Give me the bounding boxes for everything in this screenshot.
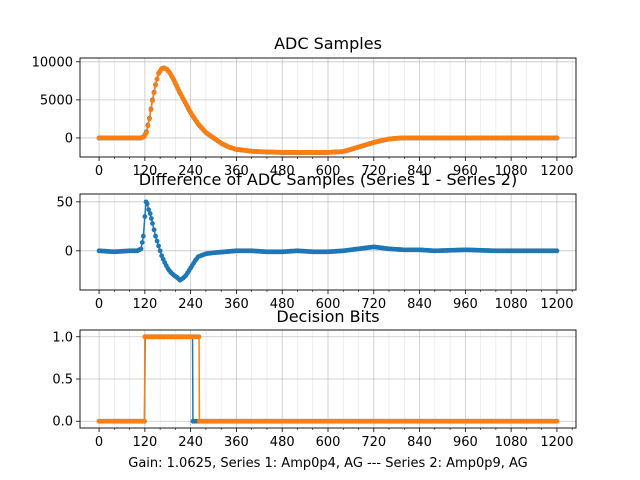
adc-samples-series2-point [554,135,560,141]
decision-bits-y-tick-label: 0.5 [52,373,73,388]
difference-y-tick-label: 0 [65,244,73,259]
adc-samples-series2-point [147,116,152,122]
decision-bits-x-tick-label: 600 [316,435,341,450]
decision-bits-x-tick-label: 120 [132,435,157,450]
decision-bits-panel: 0 120 240 360 480 600 720 840 960 1080 1200 0.0 0.5 1… [52,307,577,450]
adc-samples-y-tick-label: 5000 [40,93,73,108]
difference-series1-point [157,248,163,254]
difference-series1-point [154,238,160,244]
difference-series1-point [148,216,154,221]
difference-series1-point [150,220,155,226]
difference-series1-point [142,214,148,219]
decision-bits-plot-area [96,334,560,424]
adc-samples-x-tick-label: 120 [132,164,157,179]
adc-samples-x-tick-label: 360 [224,164,249,179]
difference-series1-point [156,243,162,249]
decision-bits-x-tick-label: 480 [270,435,295,450]
adc-samples-series2-point [148,107,154,113]
decision-bits-x-tick-label: 960 [453,435,478,450]
decision-bits-y-tick-label: 0.0 [52,415,73,430]
adc-samples-x-tick-label: 840 [407,164,432,179]
difference-x-tick-label: 360 [224,297,249,312]
adc-samples-x-tick-label: 0 [95,164,103,179]
decision-bits-y-tick-label: 1.0 [52,330,73,345]
decision-bits-x-tick-label: 840 [407,435,432,450]
decision-bits-title: Decision Bits [276,307,379,326]
adc-samples-series2-point [150,98,155,104]
adc-samples-x-tick-label: 960 [453,164,478,179]
adc-samples-panel: 0 120 240 360 480 600 720 840 960 1080 1200 0 5000 10… [32,34,577,179]
figure-xlabel: Gain: 1.0625, Series 1: Amp0p4, AG --- S… [128,456,528,471]
adc-samples-series2-point [153,82,158,88]
difference-x-tick-label: 240 [178,297,203,312]
adc-samples-y-tick-label: 10000 [32,55,73,70]
adc-samples-series2-point [145,123,151,129]
difference-y-tick-label: 50 [56,195,73,210]
adc-samples-series2-point [151,90,157,96]
decision-bits-x-tick-label: 1080 [495,435,528,450]
decision-bits-series2-point [142,418,147,424]
adc-samples-x-tick-label: 1200 [540,164,573,179]
difference-x-tick-label: 0 [95,297,103,312]
decision-bits-series2-point [554,418,560,424]
difference-plot-area [96,199,560,283]
difference-panel: 0 120 240 360 480 600 720 840 960 1080 1200 0 50 Diff… [56,170,577,312]
difference-x-tick-label: 1080 [495,297,528,312]
difference-series1-point [140,233,146,239]
adc-samples-series2-point [143,130,149,136]
adc-samples-x-tick-label: 720 [361,164,386,179]
difference-x-tick-label: 960 [453,297,478,312]
decision-bits-x-tick-label: 240 [178,435,203,450]
decision-bits-x-tick-label: 1200 [540,435,573,450]
adc-samples-plot-area [96,65,560,155]
difference-series1-point [147,211,153,216]
decision-bits-x-tick-label: 0 [95,435,103,450]
difference-x-tick-label: 1200 [540,297,573,312]
difference-title: Difference of ADC Samples (Series 1 - Se… [139,170,517,189]
adc-samples-title: ADC Samples [274,34,382,53]
difference-series1-point [554,248,560,254]
difference-series1-point [144,201,150,207]
difference-x-tick-label: 120 [132,297,157,312]
adc-samples-y-tick-label: 0 [65,131,73,146]
difference-series1-point [153,233,158,239]
decision-bits-x-tick-label: 360 [224,435,249,450]
difference-series1-point [139,240,145,245]
difference-series1-point [146,207,152,213]
difference-x-tick-label: 600 [316,297,341,312]
difference-series1-point [151,227,157,233]
adc-samples-series2-point [154,76,160,82]
adc-samples-x-tick-label: 1080 [495,164,528,179]
decision-bits-x-tick-label: 720 [361,435,386,450]
difference-x-tick-label: 720 [361,297,386,312]
adc-samples-x-tick-label: 480 [270,164,295,179]
adc-samples-x-tick-label: 240 [178,164,203,179]
difference-series1-point [138,246,144,252]
difference-x-tick-label: 480 [270,297,295,312]
adc-samples-x-tick-label: 600 [316,164,341,179]
decision-bits-series2-point [196,334,202,340]
difference-x-tick-label: 840 [407,297,432,312]
